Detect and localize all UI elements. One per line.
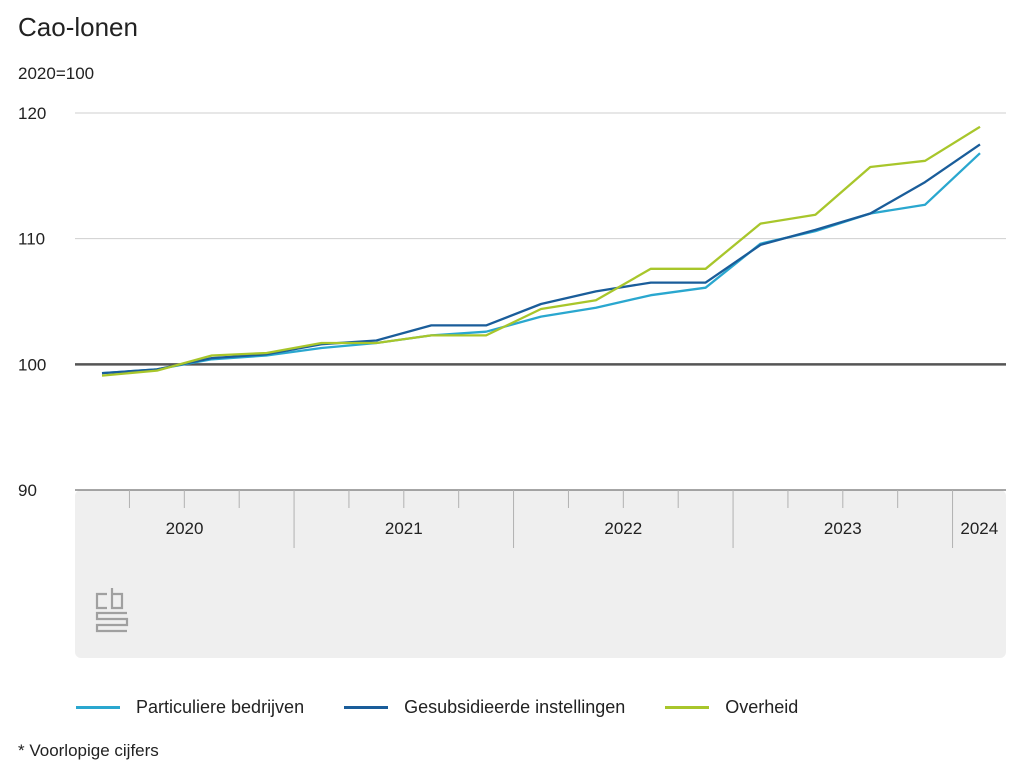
line-chart: 90 100 110 120 2020 2021 2022 2023 2024 xyxy=(18,104,1006,658)
footnote: * Voorlopige cijfers xyxy=(18,741,159,760)
gridlines xyxy=(75,112,1006,366)
x-tick-label-year: 2021 xyxy=(385,519,423,538)
legend-label: Particuliere bedrijven xyxy=(136,697,305,717)
x-tick-label-year: 2023 xyxy=(824,519,862,538)
y-tick-label: 120 xyxy=(18,104,46,123)
cbs-logo xyxy=(95,588,129,633)
x-tick-label-year: 2020 xyxy=(166,519,204,538)
legend-item-particuliere-bedrijven: Particuliere bedrijven xyxy=(76,697,304,718)
y-tick-label: 100 xyxy=(18,355,46,374)
legend-swatch xyxy=(344,706,389,709)
y-tick-label: 110 xyxy=(18,230,45,249)
legend: Particuliere bedrijven Gesubsidieerde in… xyxy=(76,697,838,718)
y-tick-labels: 90 100 110 120 xyxy=(18,104,46,500)
legend-label: Overheid xyxy=(725,697,799,717)
legend-label: Gesubsidieerde instellingen xyxy=(404,697,626,717)
x-axis-panel xyxy=(75,490,1006,658)
x-tick-label-year: 2024 xyxy=(960,519,998,538)
x-axis: 2020 2021 2022 2023 2024 xyxy=(75,489,1006,548)
chart-title: Cao-lonen xyxy=(18,12,138,42)
legend-item-gesubsidieerde-instellingen: Gesubsidieerde instellingen xyxy=(344,697,625,718)
x-tick-label-year: 2022 xyxy=(604,519,642,538)
series-lines xyxy=(101,125,981,377)
unit-label: 2020=100 xyxy=(18,64,95,83)
series-line-overheid xyxy=(101,125,981,377)
legend-swatch xyxy=(76,706,120,709)
legend-swatch xyxy=(665,706,710,709)
legend-item-overheid: Overheid xyxy=(665,697,798,718)
series-line-gesubsidieerde-instellingen xyxy=(101,143,981,375)
y-tick-label: 90 xyxy=(18,481,37,500)
